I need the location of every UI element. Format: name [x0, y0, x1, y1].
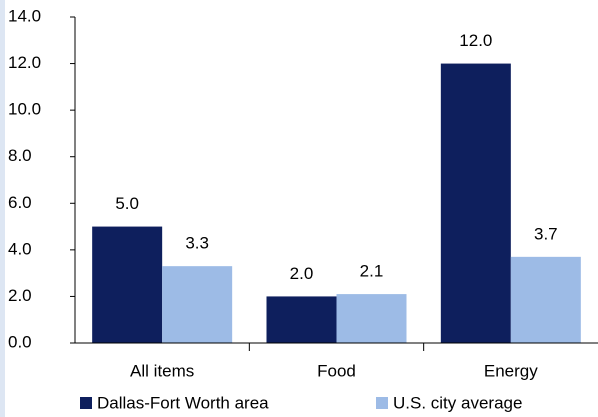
x-tick-label: All items: [130, 361, 194, 380]
bar: [440, 63, 511, 343]
y-tick-label: 8.0: [8, 146, 32, 165]
x-tick-label: Food: [317, 361, 356, 380]
legend-swatch: [80, 397, 92, 409]
y-tick-label: 0.0: [8, 332, 32, 351]
data-label: 3.3: [185, 234, 209, 253]
data-label: 5.0: [115, 194, 139, 213]
page-edge: [0, 0, 5, 417]
data-label: 2.0: [290, 264, 314, 283]
y-tick-label: 6.0: [8, 193, 32, 212]
legend-swatch: [376, 397, 388, 409]
x-tick-label: Energy: [484, 361, 538, 380]
bar: [510, 256, 581, 343]
y-tick-label: 2.0: [8, 286, 32, 305]
legend-label: Dallas-Fort Worth area: [97, 393, 269, 412]
y-tick-label: 10.0: [8, 100, 41, 119]
bar: [266, 296, 337, 343]
bar: [162, 266, 233, 343]
bar: [92, 226, 163, 343]
bar: [336, 294, 407, 343]
y-tick-label: 4.0: [8, 239, 32, 258]
data-label: 2.1: [360, 262, 384, 281]
y-tick-label: 14.0: [8, 6, 41, 25]
data-label: 3.7: [534, 224, 558, 243]
y-tick-label: 12.0: [8, 53, 41, 72]
data-label: 12.0: [459, 31, 492, 50]
legend-label: U.S. city average: [393, 393, 522, 412]
